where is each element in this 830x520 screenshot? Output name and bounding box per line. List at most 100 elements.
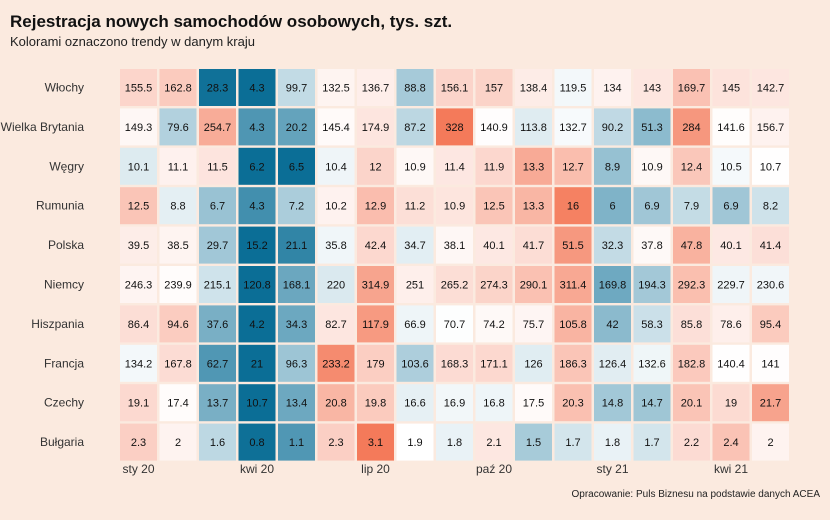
heatmap-cell	[673, 69, 710, 106]
cell-value: 10.5	[720, 161, 741, 173]
cell-value: 20.3	[562, 398, 583, 410]
heatmap-cell	[554, 423, 592, 461]
heatmap-cell	[238, 226, 276, 264]
cell-value: 314.9	[362, 280, 390, 292]
cell-value: 6.2	[249, 161, 264, 173]
cell-value: 254.7	[204, 122, 232, 134]
cell-value: 230.6	[757, 280, 785, 292]
heatmap-cell	[238, 187, 276, 225]
heatmap-cell	[120, 305, 157, 343]
heatmap-cell	[554, 384, 592, 422]
heatmap-cell	[278, 226, 315, 264]
heatmap-cell	[238, 423, 276, 461]
cell-value: 292.3	[678, 280, 706, 292]
heatmap-cell	[120, 344, 157, 382]
row-label: Bułgaria	[40, 435, 84, 449]
heatmap-cell	[515, 226, 552, 264]
heatmap-cell	[238, 69, 276, 106]
heatmap-cell	[159, 108, 197, 146]
cell-value: 132.7	[559, 122, 587, 134]
heatmap-cell	[673, 187, 710, 225]
cell-value: 8.2	[763, 201, 778, 213]
cell-value: 13.4	[286, 398, 307, 410]
cell-value: 90.2	[602, 122, 623, 134]
heatmap-cell	[712, 384, 750, 422]
heatmap-cell	[357, 344, 394, 382]
heatmap-cell	[752, 344, 789, 382]
cell-value: 1.7	[644, 437, 659, 449]
heatmap-cell	[317, 226, 355, 264]
heatmap-cell	[554, 187, 592, 225]
cell-value: 94.6	[167, 319, 188, 331]
cell-value: 11.5	[207, 161, 228, 173]
cell-value: 1.6	[210, 437, 225, 449]
row-label: Polska	[48, 238, 84, 252]
cell-value: 229.7	[717, 280, 745, 292]
heatmap-cell	[317, 344, 355, 382]
heatmap-cell	[594, 187, 631, 225]
cell-value: 16.8	[483, 398, 504, 410]
cell-value: 284	[682, 122, 700, 134]
heatmap-cell	[238, 108, 276, 146]
heatmap-cell	[317, 384, 355, 422]
cell-value: 246.3	[125, 280, 153, 292]
heatmap-cell	[357, 384, 394, 422]
cell-value: 11.1	[168, 161, 189, 173]
cell-value: 143	[643, 83, 661, 95]
heatmap-cell	[633, 187, 671, 225]
cell-value: 20.8	[325, 398, 346, 410]
heatmap-cell	[317, 266, 355, 303]
heatmap-cell	[594, 69, 631, 106]
cell-value: 12.4	[681, 161, 702, 173]
heatmap-cell	[357, 266, 394, 303]
cell-value: 1.7	[565, 437, 580, 449]
row-label: Węgry	[49, 159, 84, 173]
cell-value: 78.6	[720, 319, 741, 331]
cell-value: 168.3	[441, 358, 469, 370]
heatmap-cell	[712, 69, 750, 106]
heatmap-cell	[357, 187, 394, 225]
heatmap-cell	[396, 423, 434, 461]
heatmap-cell	[712, 344, 750, 382]
cell-value: 10.7	[246, 398, 267, 410]
heatmap-cell	[554, 344, 592, 382]
cell-value: 149.3	[125, 122, 153, 134]
cell-value: 6.5	[289, 161, 304, 173]
heatmap-cell	[396, 384, 434, 422]
cell-value: 265.2	[441, 280, 469, 292]
heatmap-cell	[633, 344, 671, 382]
cell-value: 38.1	[444, 240, 465, 252]
heatmap-cell	[120, 423, 157, 461]
heatmap-cell	[475, 226, 513, 264]
cell-value: 132.6	[638, 358, 666, 370]
heatmap-cell	[396, 69, 434, 106]
cell-value: 12	[369, 161, 381, 173]
cell-value: 34.3	[286, 319, 307, 331]
cell-value: 8.8	[170, 201, 185, 213]
cell-value: 1.8	[605, 437, 620, 449]
heatmap-cell	[278, 266, 315, 303]
heatmap-cell	[278, 384, 315, 422]
cell-value: 85.8	[681, 319, 702, 331]
heatmap-cell	[436, 344, 473, 382]
heatmap-cell	[199, 187, 236, 225]
cell-value: 117.9	[362, 319, 389, 331]
cell-value: 119.5	[560, 83, 587, 95]
cell-value: 29.7	[207, 240, 228, 252]
heatmap-cell	[594, 108, 631, 146]
heatmap-cell	[712, 147, 750, 185]
cell-value: 167.8	[164, 358, 192, 370]
cell-value: 138.4	[520, 83, 548, 95]
cell-value: 70.7	[444, 319, 465, 331]
cell-value: 58.3	[641, 319, 662, 331]
heatmap-cell	[752, 226, 789, 264]
cell-value: 15.2	[246, 240, 267, 252]
cell-value: 10.2	[325, 201, 346, 213]
heatmap-cell	[475, 384, 513, 422]
heatmap-cell	[436, 187, 473, 225]
cell-value: 215.1	[204, 280, 232, 292]
cell-value: 51.3	[641, 122, 662, 134]
cell-value: 13.3	[523, 201, 544, 213]
cell-value: 168.1	[283, 280, 311, 292]
cell-value: 186.3	[559, 358, 587, 370]
